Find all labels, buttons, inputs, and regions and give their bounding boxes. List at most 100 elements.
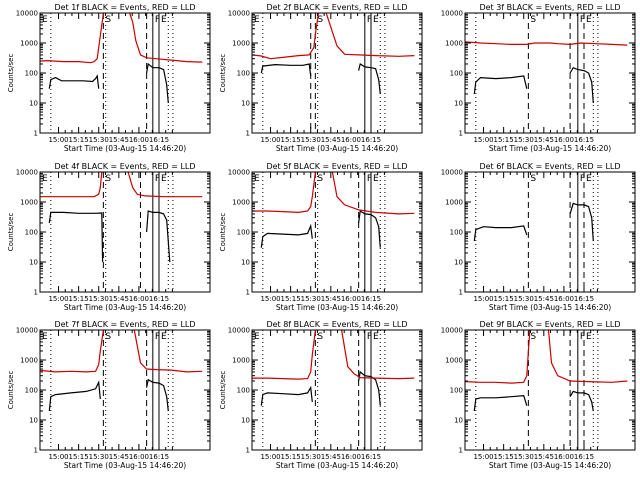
marker-label: S <box>105 332 111 342</box>
marker-label: S <box>317 15 323 25</box>
x-tick-label: 16:00 <box>341 295 361 303</box>
y-tick-label: 1000 <box>20 357 38 365</box>
x-tick-label: 15:15 <box>494 295 514 303</box>
events-series-line <box>260 223 313 248</box>
y-tick-label: 1000 <box>232 199 250 207</box>
x-tick-label: 15:30 <box>89 136 109 144</box>
x-tick-label: 16:00 <box>129 136 149 144</box>
y-tick-label: 10000 <box>228 169 250 177</box>
marker-label: E <box>161 174 167 184</box>
x-tick-label: 15:15 <box>69 136 89 144</box>
events-series-line <box>358 63 381 95</box>
events-series-line <box>260 63 312 76</box>
x-tick-label: 16:00 <box>341 136 361 144</box>
panel-title: Det 5f BLACK = Events, RED = LLD <box>266 162 407 171</box>
events-series-line <box>473 75 528 95</box>
lld-series-line <box>325 13 415 57</box>
y-tick-label: 10000 <box>228 327 250 335</box>
plot-frame <box>251 171 423 293</box>
events-series-line <box>146 378 169 412</box>
x-tick-label: 15:00 <box>48 453 68 461</box>
y-tick-label: 10 <box>241 259 250 267</box>
events-series-line <box>146 210 171 263</box>
x-tick-label: 15:45 <box>321 136 341 144</box>
y-tick-label: 1000 <box>232 40 250 48</box>
lld-series-line <box>547 330 628 383</box>
x-tick-label: 16:15 <box>149 295 169 303</box>
x-tick-label: 15:45 <box>109 136 129 144</box>
panel-title: Det 6f BLACK = Events, RED = LLD <box>479 162 620 171</box>
y-axis-label: Counts/sec <box>7 371 15 410</box>
y-tick-label: 100 <box>237 70 250 78</box>
panel-title: Det 2f BLACK = Events, RED = LLD <box>266 3 407 12</box>
marker-label: S <box>530 332 536 342</box>
x-tick-label: 16:15 <box>574 136 594 144</box>
x-tick-label: 15:30 <box>301 295 321 303</box>
marker-label: F <box>580 15 585 25</box>
marker-label: F <box>580 174 585 184</box>
x-axis-label: Start Time (03-Aug-15 14:46:20) <box>64 144 186 153</box>
x-tick-label: 15:00 <box>473 453 493 461</box>
events-series-line <box>358 209 381 248</box>
y-axis-label: Counts/sec <box>7 213 15 252</box>
y-tick-label: 10 <box>29 417 38 425</box>
x-tick-label: 16:15 <box>149 453 169 461</box>
marker-label: E <box>42 332 48 342</box>
x-tick-label: 15:00 <box>260 136 280 144</box>
lld-series-line <box>331 172 415 215</box>
x-tick-label: 15:00 <box>48 295 68 303</box>
x-tick-label: 15:30 <box>89 453 109 461</box>
events-series-line <box>146 62 169 104</box>
x-tick-label: 15:00 <box>260 295 280 303</box>
marker-label: F <box>155 332 160 342</box>
x-tick-label: 15:00 <box>48 136 68 144</box>
marker-label: E <box>42 15 48 25</box>
x-tick-label: 15:00 <box>473 136 493 144</box>
x-tick-label: 16:00 <box>554 136 574 144</box>
x-tick-label: 15:45 <box>534 136 554 144</box>
x-tick-label: 15:45 <box>109 453 129 461</box>
panel-title: Det 8f BLACK = Events, RED = LLD <box>266 320 407 329</box>
panel-title: Det 3f BLACK = Events, RED = LLD <box>479 3 620 12</box>
x-axis-label: Start Time (03-Aug-15 14:46:20) <box>276 461 398 470</box>
x-tick-label: 15:45 <box>321 295 341 303</box>
y-axis-label: Counts/sec <box>219 371 227 410</box>
x-axis-label: Start Time (03-Aug-15 14:46:20) <box>64 461 186 470</box>
x-axis-label: Start Time (03-Aug-15 14:46:20) <box>64 303 186 312</box>
y-tick-label: 1 <box>246 447 250 455</box>
x-tick-label: 15:30 <box>514 453 534 461</box>
y-tick-label: 1 <box>459 289 463 297</box>
lld-series-line <box>465 41 628 46</box>
lld-series-line <box>341 330 415 380</box>
x-tick-label: 15:45 <box>109 295 129 303</box>
marker-label: E <box>586 174 592 184</box>
marker-label: E <box>373 15 379 25</box>
y-tick-label: 10000 <box>441 10 463 18</box>
events-series-line <box>569 202 594 242</box>
y-tick-label: 100 <box>450 229 463 237</box>
panel-title: Det 7f BLACK = Events, RED = LLD <box>54 320 195 329</box>
panel-det-6: Det 6f BLACK = Events, RED = LLD S F E 1 10 10… <box>441 162 636 312</box>
y-tick-label: 100 <box>25 229 38 237</box>
x-tick-label: 16:15 <box>361 136 381 144</box>
marker-label: F <box>155 174 160 184</box>
x-tick-label: 15:00 <box>473 295 493 303</box>
plot-frame <box>39 12 211 134</box>
x-tick-label: 16:15 <box>149 136 169 144</box>
x-tick-label: 15:00 <box>260 453 280 461</box>
lld-series-line <box>40 330 104 373</box>
events-series-line <box>260 385 313 406</box>
lld-series-line <box>252 330 316 380</box>
y-tick-label: 1 <box>246 130 250 138</box>
x-tick-label: 16:15 <box>361 453 381 461</box>
lld-series-line <box>252 172 316 214</box>
x-tick-label: 15:30 <box>514 295 534 303</box>
events-series-line <box>569 390 594 412</box>
y-tick-label: 10000 <box>16 327 38 335</box>
x-tick-label: 16:15 <box>574 453 594 461</box>
y-tick-label: 100 <box>237 229 250 237</box>
panel-title: Det 9f BLACK = Events, RED = LLD <box>479 320 620 329</box>
